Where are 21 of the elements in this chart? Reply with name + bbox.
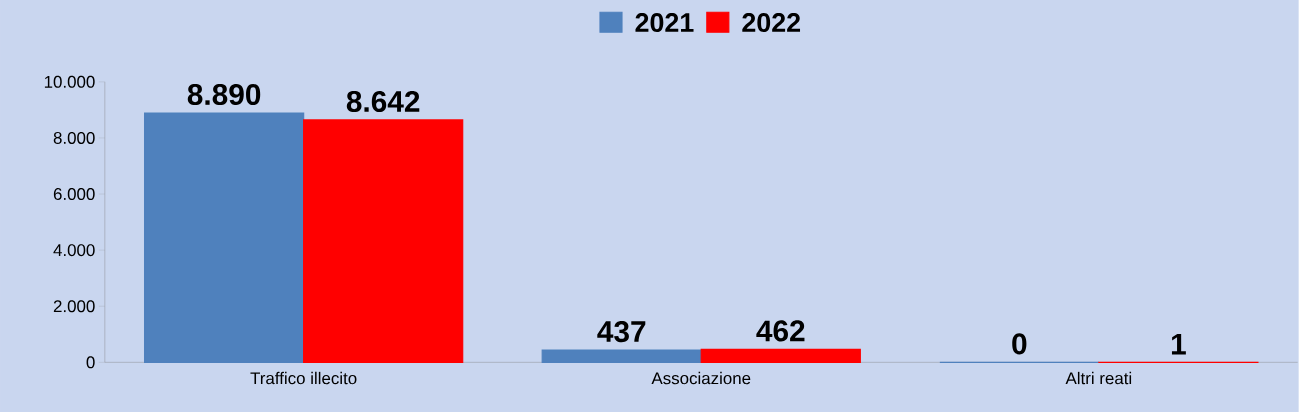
x-tick-label: Altri reati bbox=[1065, 371, 1132, 385]
y-tick-label: 8.000 bbox=[53, 131, 95, 144]
bar bbox=[303, 119, 464, 363]
data-label: 1 bbox=[1171, 333, 1186, 355]
bar bbox=[700, 348, 861, 363]
y-tick-label: 2.000 bbox=[53, 300, 95, 313]
data-label: 0 bbox=[1012, 333, 1027, 355]
y-tick-label: 6.000 bbox=[53, 187, 95, 200]
x-tick-label: Associazione bbox=[651, 371, 751, 385]
data-label: 437 bbox=[597, 320, 646, 343]
data-label: 462 bbox=[756, 320, 805, 342]
bar bbox=[143, 112, 305, 363]
y-tick-label: 4.000 bbox=[53, 244, 95, 257]
legend-label: 2022 bbox=[742, 12, 801, 32]
data-label: 8.642 bbox=[346, 90, 420, 112]
y-tick-label: 10.000 bbox=[44, 75, 95, 88]
x-tick-label: Traffico illecito bbox=[250, 371, 357, 385]
bar bbox=[541, 349, 702, 363]
data-label: 8.890 bbox=[187, 83, 261, 105]
y-tick-label: 0 bbox=[86, 356, 95, 369]
legend-label: 2021 bbox=[635, 12, 694, 32]
